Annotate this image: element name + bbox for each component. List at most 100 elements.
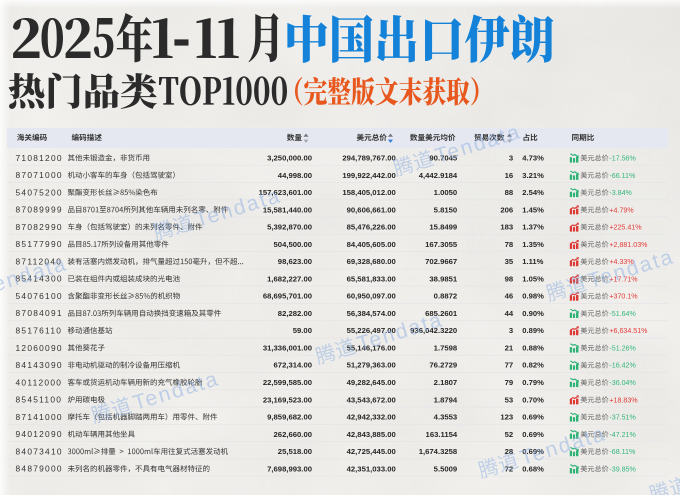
svg-text:52: 52 xyxy=(505,430,514,439)
svg-text:76.2729: 76.2729 xyxy=(429,361,457,370)
svg-text:163.1154: 163.1154 xyxy=(426,430,458,439)
svg-text:85,476,226.00: 85,476,226.00 xyxy=(347,223,396,232)
svg-text:49,282,645.00: 49,282,645.00 xyxy=(347,378,396,387)
svg-text:88: 88 xyxy=(505,188,514,197)
svg-text:65,581,833.00: 65,581,833.00 xyxy=(347,274,396,283)
svg-text:1.8794: 1.8794 xyxy=(434,395,458,404)
svg-text:35: 35 xyxy=(505,257,514,266)
svg-text:206: 206 xyxy=(500,205,513,214)
svg-text:85176110: 85176110 xyxy=(16,326,63,336)
svg-text:25,518.00: 25,518.00 xyxy=(278,447,312,456)
svg-text:-66.11%: -66.11% xyxy=(609,172,636,180)
svg-text:0.98%: 0.98% xyxy=(522,292,544,301)
svg-text:54075200: 54075200 xyxy=(16,187,63,197)
svg-text:22,599,585.00: 22,599,585.00 xyxy=(263,378,312,387)
svg-text:167.3055: 167.3055 xyxy=(425,240,458,249)
svg-text:31,336,001.00: 31,336,001.00 xyxy=(263,343,312,352)
svg-text:84143090: 84143090 xyxy=(16,360,63,370)
svg-text:-37.51%: -37.51% xyxy=(609,414,636,422)
svg-text:+4.79%: +4.79% xyxy=(609,206,634,214)
svg-text:702.9667: 702.9667 xyxy=(425,257,457,266)
svg-text:-16.42%: -16.42% xyxy=(609,362,636,370)
svg-text:2.1807: 2.1807 xyxy=(434,378,458,387)
svg-text:1.7598: 1.7598 xyxy=(434,343,458,352)
svg-text:60,950,097.00: 60,950,097.00 xyxy=(347,292,396,301)
svg-text:0.79%: 0.79% xyxy=(522,378,544,387)
svg-text:44,998.00: 44,998.00 xyxy=(278,171,312,180)
svg-text:77: 77 xyxy=(505,361,514,370)
svg-text:5,392,870.00: 5,392,870.00 xyxy=(267,223,312,232)
svg-text:-36.04%: -36.04% xyxy=(609,379,636,387)
svg-text:-17.56%: -17.56% xyxy=(609,155,636,163)
svg-text:3.21%: 3.21% xyxy=(522,171,544,180)
svg-text:40112000: 40112000 xyxy=(16,377,63,387)
svg-text:157,623,601.00: 157,623,601.00 xyxy=(259,188,312,197)
svg-text:7,698,993.00: 7,698,993.00 xyxy=(267,464,312,473)
svg-text:56,384,574.00: 56,384,574.00 xyxy=(347,309,396,318)
svg-text:87141000: 87141000 xyxy=(16,412,63,422)
svg-text:123: 123 xyxy=(500,413,513,422)
svg-text:2.54%: 2.54% xyxy=(522,188,544,197)
svg-text:23,169,523.00: 23,169,523.00 xyxy=(263,395,312,404)
svg-text:-3.84%: -3.84% xyxy=(609,189,632,197)
svg-text:43,543,672.00: 43,543,672.00 xyxy=(347,395,396,404)
svg-text:85177990: 85177990 xyxy=(16,239,63,249)
svg-text:59.00: 59.00 xyxy=(293,326,312,335)
svg-text:1.11%: 1.11% xyxy=(522,257,543,266)
svg-text:504,500.00: 504,500.00 xyxy=(274,240,312,249)
svg-text:+370.1%: +370.1% xyxy=(609,293,638,301)
svg-text:46: 46 xyxy=(505,292,514,301)
svg-text:4,442.9184: 4,442.9184 xyxy=(419,171,458,180)
svg-text:685.2601: 685.2601 xyxy=(425,309,458,318)
svg-text:85451100: 85451100 xyxy=(16,395,63,405)
svg-text:53: 53 xyxy=(505,395,514,404)
svg-text:-47.21%: -47.21% xyxy=(609,431,636,439)
svg-text:51,279,363.00: 51,279,363.00 xyxy=(347,361,396,370)
svg-text:1.37%: 1.37% xyxy=(522,223,544,232)
svg-text:3,250,000.00: 3,250,000.00 xyxy=(267,154,312,163)
svg-text:42,942,332.00: 42,942,332.00 xyxy=(347,413,396,422)
svg-text:0.68%: 0.68% xyxy=(522,464,544,473)
svg-text:21: 21 xyxy=(505,343,514,352)
svg-text:+225.41%: +225.41% xyxy=(609,224,642,232)
svg-text:72: 72 xyxy=(505,464,514,473)
svg-text:0.70%: 0.70% xyxy=(522,395,544,404)
svg-text:1.35%: 1.35% xyxy=(522,240,544,249)
svg-text:1.0050: 1.0050 xyxy=(434,188,458,197)
svg-text:-51.64%: -51.64% xyxy=(609,310,636,318)
svg-text:54076100: 54076100 xyxy=(16,291,63,301)
svg-text:42,843,885.00: 42,843,885.00 xyxy=(347,430,396,439)
svg-text:+18.83%: +18.83% xyxy=(609,396,638,404)
svg-text:1.45%: 1.45% xyxy=(522,205,544,214)
svg-text:87082990: 87082990 xyxy=(16,222,63,232)
svg-text:0.8872: 0.8872 xyxy=(434,292,458,301)
svg-text:78: 78 xyxy=(505,240,514,249)
svg-text:199,922,442.00: 199,922,442.00 xyxy=(342,171,395,180)
svg-text:98,623.00: 98,623.00 xyxy=(278,257,312,266)
svg-text:44: 44 xyxy=(505,309,514,318)
svg-text:79: 79 xyxy=(505,378,514,387)
svg-text:262,660.00: 262,660.00 xyxy=(274,430,312,439)
svg-text:15,581,440.00: 15,581,440.00 xyxy=(263,205,312,214)
svg-text:3: 3 xyxy=(509,326,513,335)
svg-text:69,328,680.00: 69,328,680.00 xyxy=(347,257,396,266)
svg-text:3: 3 xyxy=(509,154,513,163)
svg-text:84879000: 84879000 xyxy=(16,464,63,474)
svg-text:672,314.00: 672,314.00 xyxy=(274,361,312,370)
svg-text:38.9851: 38.9851 xyxy=(429,274,458,283)
svg-text:-39.85%: -39.85% xyxy=(609,465,636,473)
svg-text:0.88%: 0.88% xyxy=(522,343,544,352)
svg-text:0.69%: 0.69% xyxy=(522,430,544,439)
svg-text:0.90%: 0.90% xyxy=(522,309,544,318)
svg-text:12060090: 12060090 xyxy=(16,343,63,353)
svg-text:1.05%: 1.05% xyxy=(522,274,544,283)
svg-text:82,282.00: 82,282.00 xyxy=(278,309,312,318)
svg-text:90,606,661.00: 90,606,661.00 xyxy=(347,205,396,214)
svg-text:1,682,227.00: 1,682,227.00 xyxy=(267,274,312,283)
svg-text:5.5009: 5.5009 xyxy=(434,464,458,473)
svg-text:94012090: 94012090 xyxy=(16,429,63,439)
svg-text:84,405,605.00: 84,405,605.00 xyxy=(347,240,396,249)
svg-text:0.82%: 0.82% xyxy=(522,361,544,370)
svg-text:84073410: 84073410 xyxy=(16,446,63,456)
svg-text:-51.26%: -51.26% xyxy=(609,344,636,352)
